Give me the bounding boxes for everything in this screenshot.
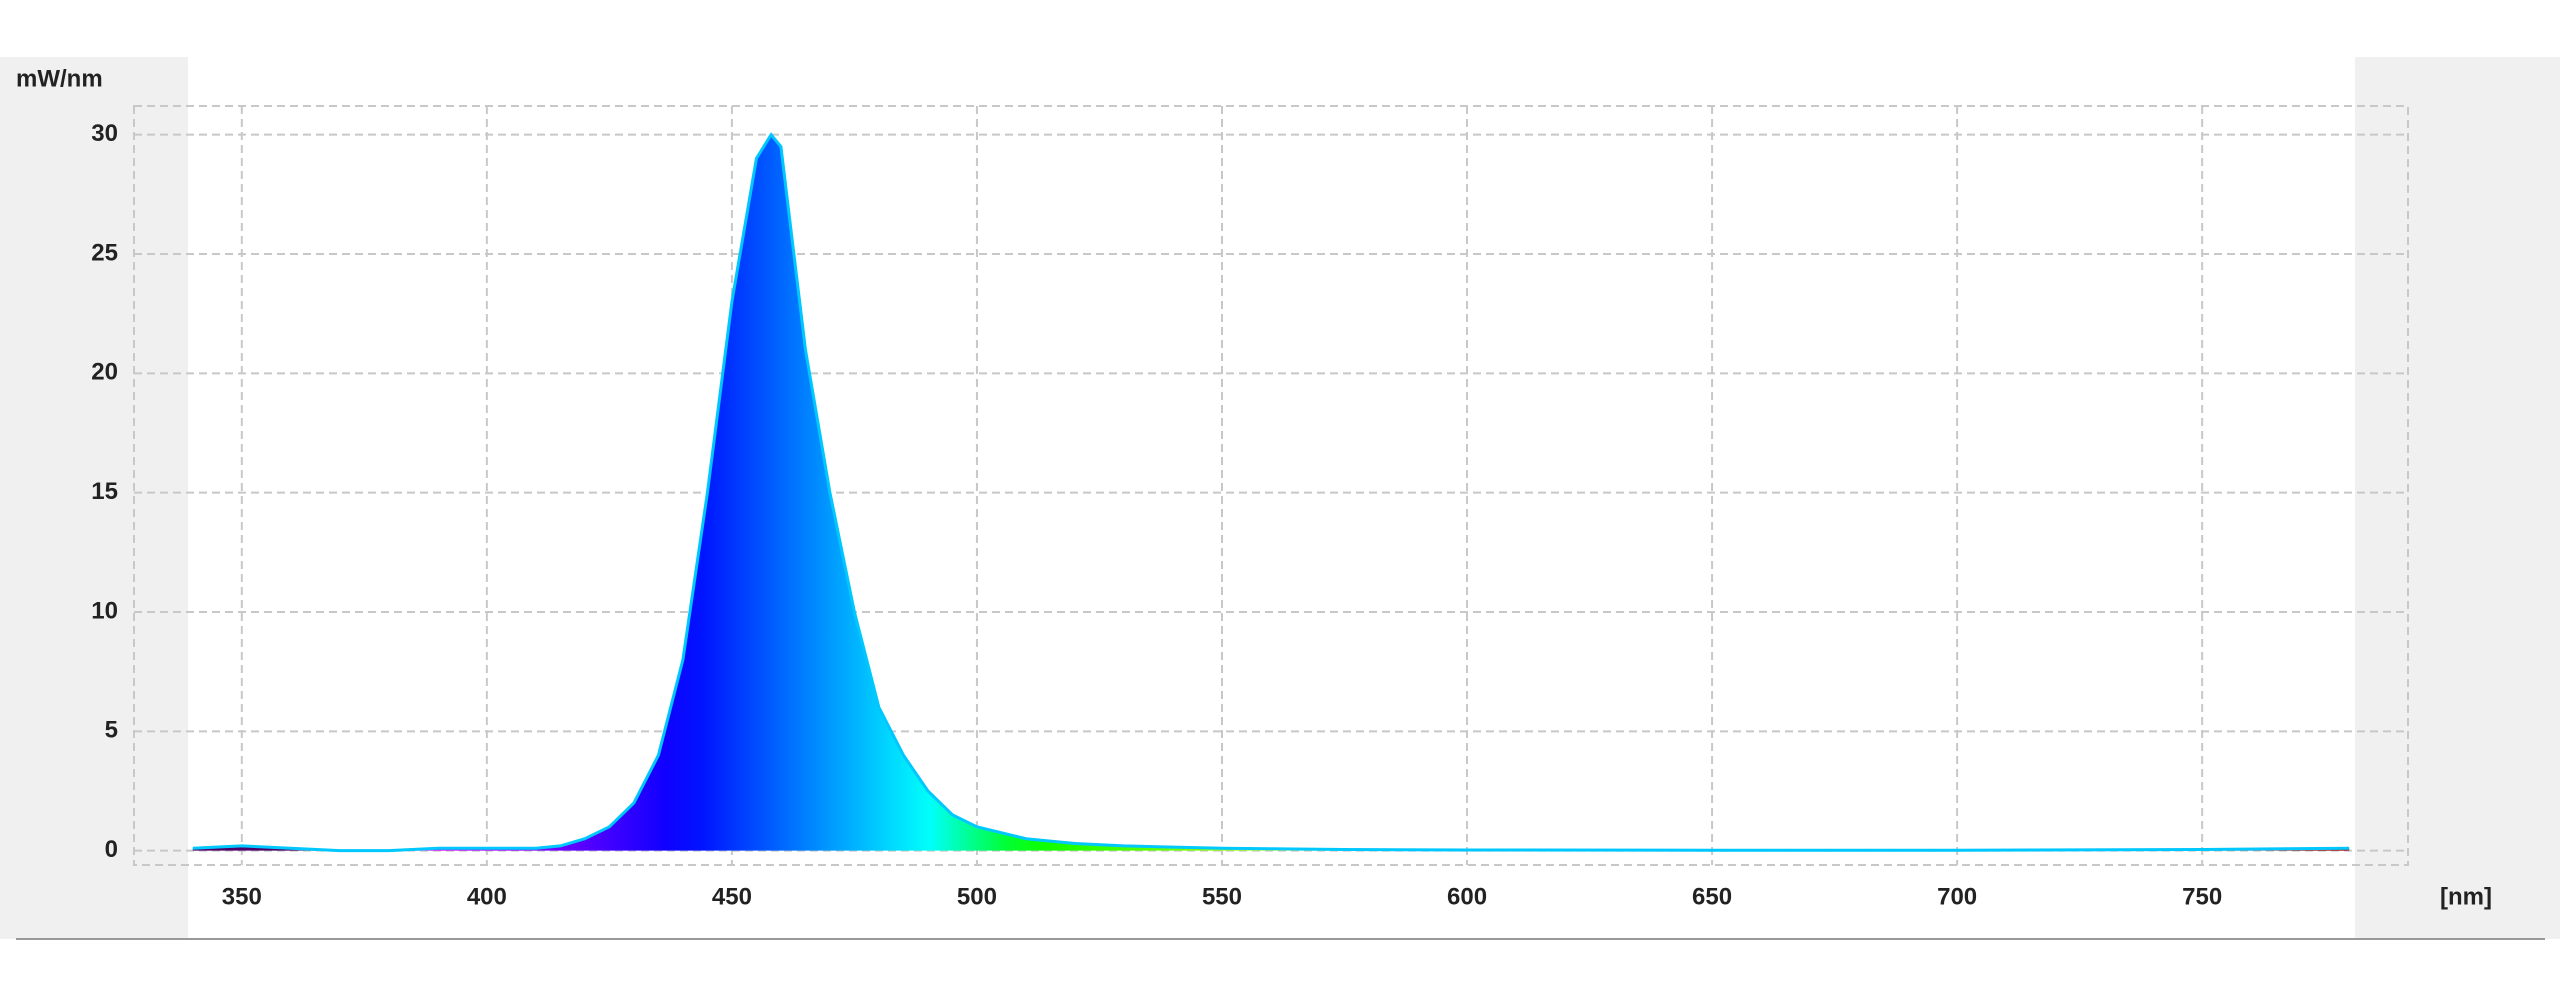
y-tick-label: 0	[105, 836, 118, 863]
y-tick-label: 15	[91, 478, 118, 505]
x-tick-label: 700	[1937, 883, 1977, 910]
area-line	[192, 132, 2350, 853]
plot-frame	[133, 105, 2409, 866]
plot-background	[188, 57, 2355, 939]
x-tick-label: 750	[2182, 883, 2222, 910]
area-fill	[192, 134, 2350, 851]
y-tick-label: 20	[91, 359, 118, 386]
y-axis-label: mW/nm	[16, 65, 103, 92]
x-tick-label: 350	[222, 883, 262, 910]
x-axis-label: [nm]	[2440, 883, 2492, 910]
x-tick-label: 550	[1202, 883, 1242, 910]
x-tick-label: 600	[1447, 883, 1487, 910]
x-tick-label: 400	[467, 883, 507, 910]
y-tick-label: 25	[91, 239, 118, 266]
x-tick-label: 450	[712, 883, 752, 910]
y-tick-label: 30	[91, 120, 118, 147]
y-tick-label: 10	[91, 597, 118, 624]
right-panel	[2355, 57, 2560, 939]
y-tick-label: 5	[105, 717, 118, 744]
x-tick-label: 500	[957, 883, 997, 910]
left-panel	[0, 57, 188, 939]
x-tick-label: 650	[1692, 883, 1732, 910]
